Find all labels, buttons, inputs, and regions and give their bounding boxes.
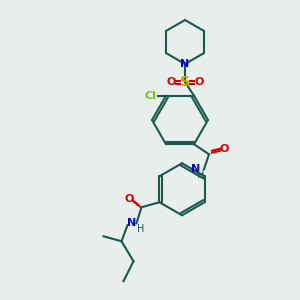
Text: H: H	[137, 224, 144, 234]
Text: H: H	[197, 170, 205, 180]
Text: O: O	[219, 144, 229, 154]
Text: O: O	[166, 77, 176, 87]
Text: O: O	[125, 194, 134, 204]
Text: N: N	[180, 59, 190, 69]
Text: N: N	[127, 218, 136, 228]
Text: S: S	[180, 75, 190, 89]
Text: Cl: Cl	[144, 91, 156, 101]
Text: N: N	[191, 164, 201, 174]
Text: O: O	[194, 77, 204, 87]
